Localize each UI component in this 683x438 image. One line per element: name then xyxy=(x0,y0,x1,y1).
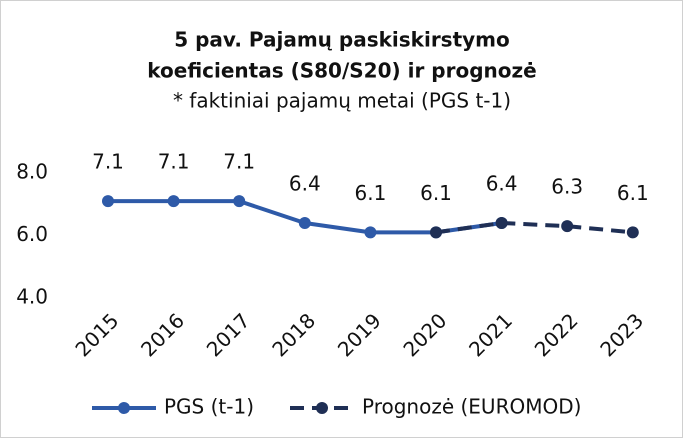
y-tick-label: 4.0 xyxy=(16,285,48,309)
chart-title: 5 pav. Pajamų paskiskirstymo xyxy=(174,28,510,52)
data-label: 7.1 xyxy=(158,150,190,174)
y-tick-label: 8.0 xyxy=(16,160,48,184)
legend-label: Prognozė (EUROMOD) xyxy=(362,395,581,419)
data-label: 6.1 xyxy=(420,181,452,205)
marker xyxy=(430,226,442,239)
legend-marker xyxy=(118,402,130,414)
data-label: 6.1 xyxy=(354,181,386,205)
marker xyxy=(102,195,114,208)
marker xyxy=(167,195,180,208)
y-tick-label: 6.0 xyxy=(16,222,48,246)
legend-marker xyxy=(316,402,328,414)
data-label: 6.3 xyxy=(551,175,583,199)
data-label: 6.4 xyxy=(289,172,321,196)
data-label: 7.1 xyxy=(92,150,124,174)
legend-label: PGS (t-1) xyxy=(164,395,254,419)
marker xyxy=(626,226,639,239)
data-label: 7.1 xyxy=(223,150,255,174)
marker xyxy=(298,217,311,229)
marker xyxy=(364,226,377,239)
series-line xyxy=(435,221,633,235)
marker xyxy=(561,220,574,233)
chart-title: koeficientas (S80/S20) ir prognozė xyxy=(147,59,536,83)
marker xyxy=(233,195,246,208)
data-label: 6.1 xyxy=(617,181,649,205)
data-label: 6.4 xyxy=(486,172,518,196)
chart-subtitle: * faktiniai pajamų metai (PGS t-1) xyxy=(173,89,511,113)
marker xyxy=(495,217,508,229)
